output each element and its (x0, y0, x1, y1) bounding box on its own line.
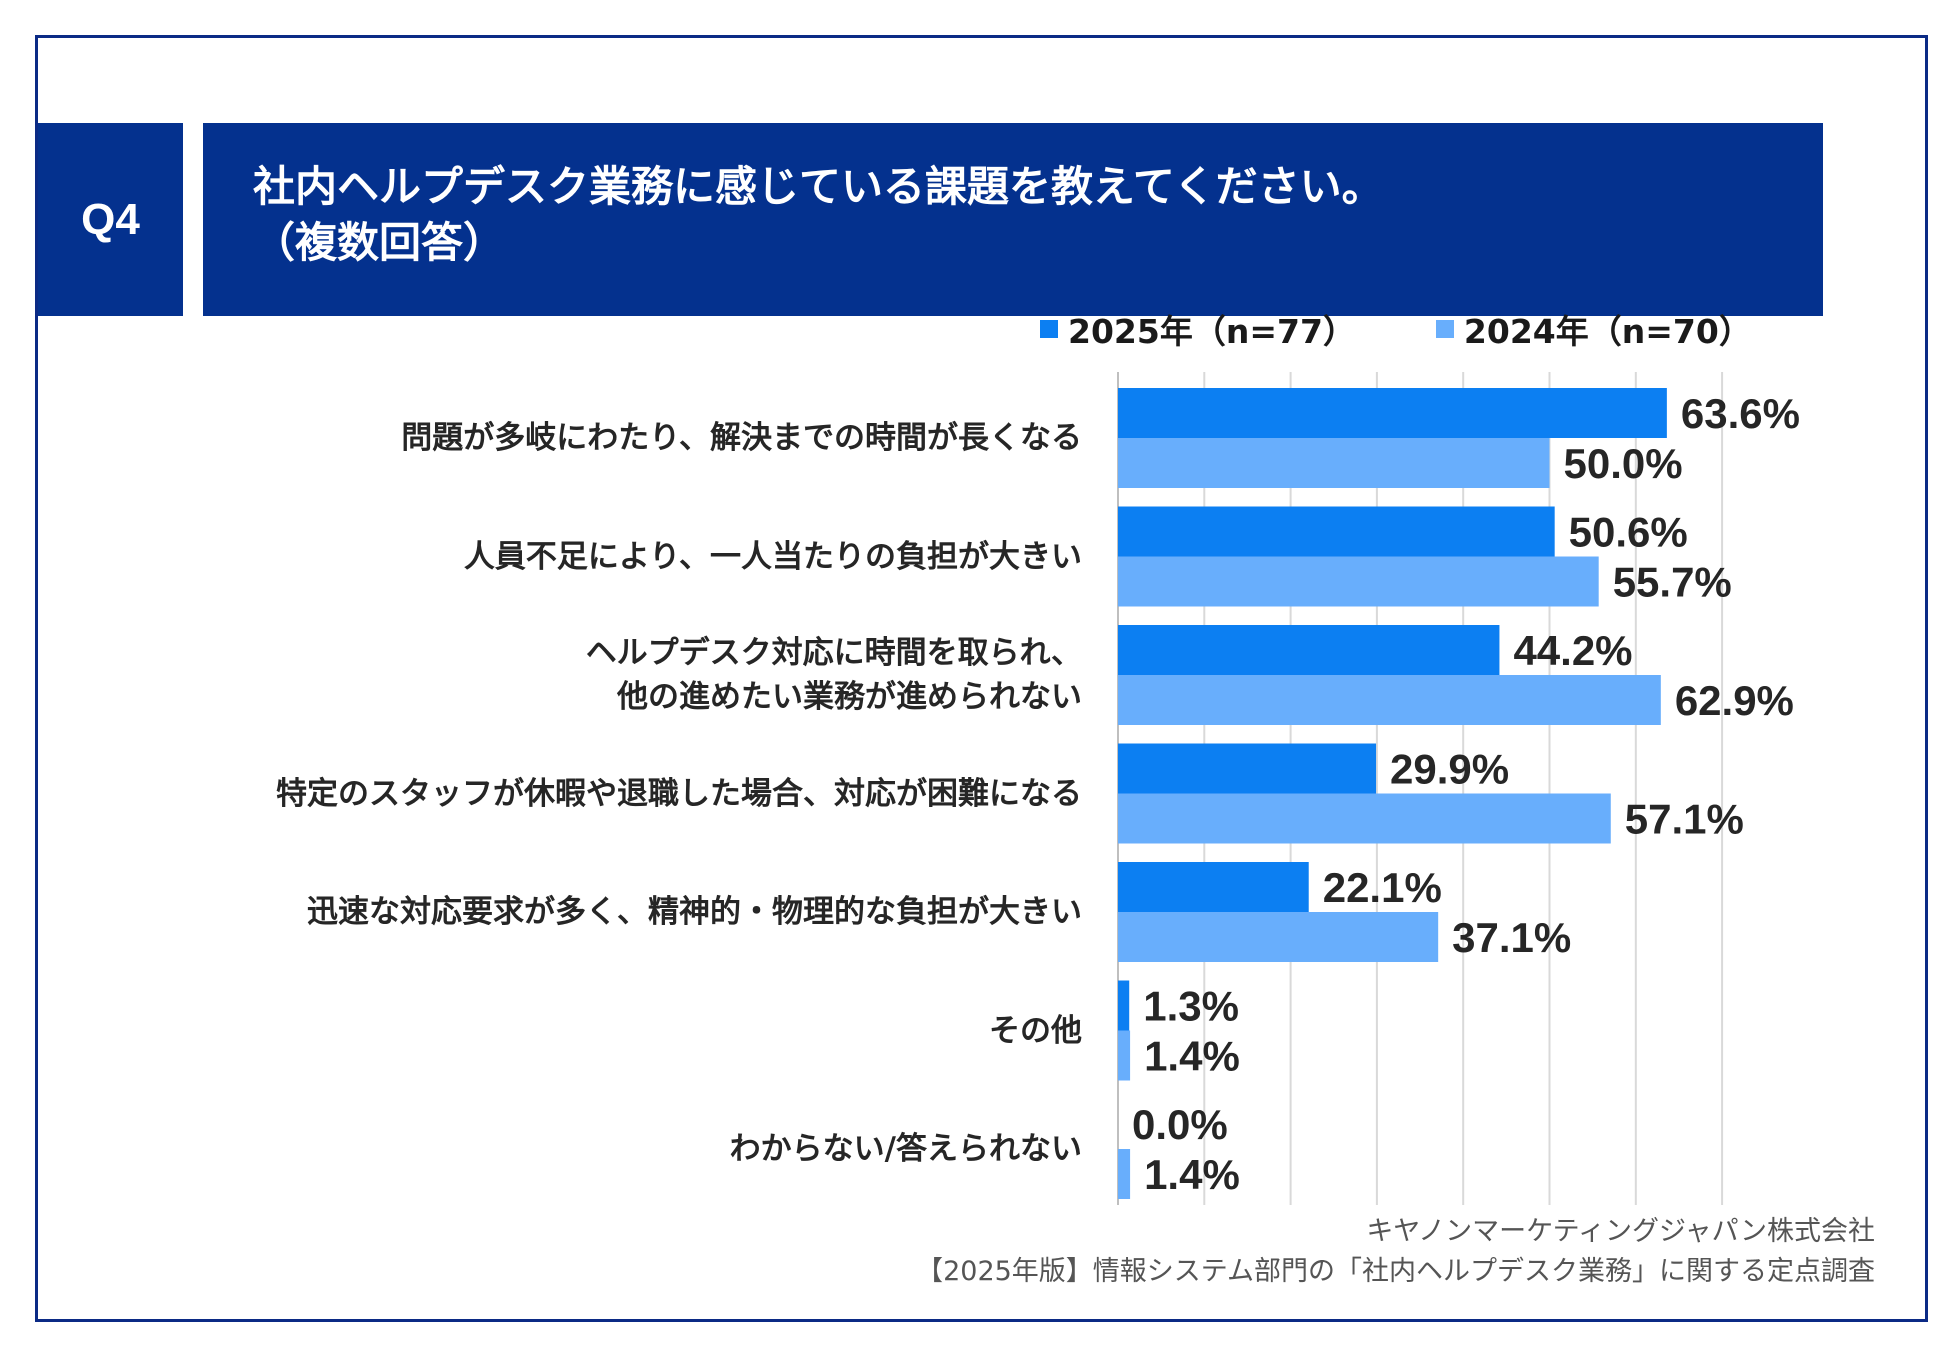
data-label-2025: 22.1% (1323, 864, 1442, 911)
data-label-2024: 50.0% (1564, 440, 1683, 487)
category-label: わからない/答えられない (262, 1127, 1082, 1171)
question-title-box: 社内ヘルプデスク業務に感じている課題を教えてください。 （複数回答） (203, 123, 1823, 316)
category-label-line: わからない/答えられない (729, 1131, 1082, 1167)
data-label-2024: 1.4% (1144, 1033, 1240, 1080)
legend-swatch-2025 (1040, 320, 1058, 338)
bar-2025 (1118, 980, 1130, 1031)
data-label-2024: 55.7% (1613, 559, 1732, 606)
data-label-2025: 0.0% (1132, 1101, 1228, 1148)
category-label-line: 人員不足により、一人当たりの負担が大きい (463, 538, 1082, 575)
legend-label-2025: 2025年（n=77） (1068, 312, 1356, 351)
legend-item-2024: 2024年（n=70） (1435, 305, 1752, 353)
bar-2025 (1118, 506, 1555, 557)
bar-2025 (1118, 625, 1500, 675)
category-label: 問題が多岐にわたり、解決までの時間が長くなる (262, 416, 1082, 460)
category-label: 迅速な対応要求が多く、精神的・物理的な負担が大きい (262, 890, 1082, 934)
source-credit: キヤノンマーケティングジャパン株式会社 【2025年版】情報システム部門の「社内… (916, 1212, 1875, 1292)
legend-item-2025: 2025年（n=77） (1040, 305, 1356, 353)
data-label-2024: 62.9% (1675, 677, 1794, 724)
category-label: 人員不足により、一人当たりの負担が大きい (262, 535, 1082, 579)
bar-2024 (1118, 556, 1599, 607)
bar-2024 (1118, 675, 1661, 725)
data-label-2025: 29.9% (1390, 746, 1509, 793)
category-label-line: 特定のスタッフが休暇や退職した場合、対応が困難になる (276, 775, 1082, 812)
slide-frame: Q4 社内ヘルプデスク業務に感じている課題を教えてください。 （複数回答） (35, 35, 1928, 1322)
bar-2024 (1118, 438, 1550, 488)
category-label: 特定のスタッフが休暇や退職した場合、対応が困難になる (262, 772, 1082, 816)
question-title-line1: 社内ヘルプデスク業務に感じている課題を教えてください。 (253, 162, 1384, 211)
category-label: その他 (262, 1009, 1082, 1053)
data-label-2024: 1.4% (1144, 1151, 1240, 1198)
bar-2024 (1118, 912, 1439, 962)
data-label-2025: 44.2% (1513, 627, 1632, 674)
bar-2024 (1118, 1149, 1131, 1199)
question-number: Q4 (81, 194, 140, 244)
category-label: ヘルプデスク対応に時間を取られ、他の進めたい業務が進められない (262, 631, 1082, 719)
category-label-line: ヘルプデスク対応に時間を取られ、 (585, 635, 1082, 671)
data-label-2024: 37.1% (1452, 914, 1571, 961)
data-label-2025: 1.3% (1143, 983, 1239, 1030)
data-label-2025: 63.6% (1681, 390, 1800, 437)
chart-legend: 2025年（n=77） 2024年（n=70） (1040, 305, 1752, 353)
data-label-2025: 50.6% (1569, 509, 1688, 556)
question-title-line2: （複数回答） (253, 218, 506, 267)
category-label-line: 問題が多岐にわたり、解決までの時間が長くなる (401, 420, 1082, 456)
bar-2025 (1118, 388, 1667, 438)
source-company: キヤノンマーケティングジャパン株式会社 (1366, 1216, 1875, 1247)
question-number-badge: Q4 (38, 123, 183, 316)
bar-2024 (1118, 1030, 1131, 1081)
data-label-2024: 57.1% (1625, 796, 1744, 843)
category-label-line: 他の進めたい業務が進められない (617, 679, 1082, 715)
bar-2025 (1118, 862, 1309, 912)
category-label-line: その他 (989, 1012, 1082, 1049)
category-label-line: 迅速な対応要求が多く、精神的・物理的な負担が大きい (307, 894, 1082, 930)
legend-label-2024: 2024年（n=70） (1463, 312, 1752, 351)
source-survey: 【2025年版】情報システム部門の「社内ヘルプデスク業務」に関する定点調査 (916, 1256, 1875, 1287)
legend-swatch-2024 (1435, 320, 1454, 338)
bar-2025 (1118, 743, 1377, 794)
bar-2024 (1118, 793, 1611, 844)
